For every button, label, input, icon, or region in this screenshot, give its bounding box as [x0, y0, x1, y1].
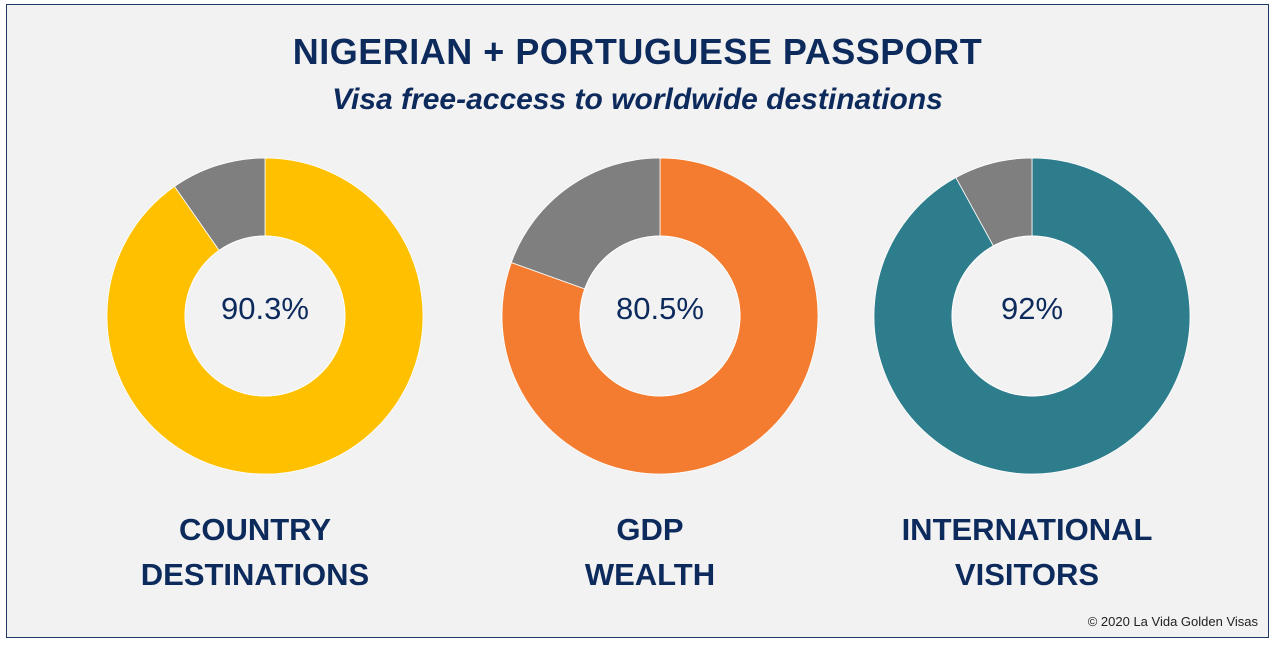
caption-gdp-wealth: GDP WEALTH	[470, 507, 830, 597]
donut-svg	[501, 157, 819, 475]
donut-center-label: 90.3%	[221, 291, 309, 326]
donut-hole	[579, 235, 741, 397]
caption-country-destinations: COUNTRY DESTINATIONS	[75, 507, 435, 597]
copyright-notice: © 2020 La Vida Golden Visas	[1087, 614, 1258, 629]
caption-line: DESTINATIONS	[140, 557, 370, 592]
donut-center-label: 80.5%	[616, 291, 704, 326]
caption-line: GDP	[616, 512, 684, 547]
donut-chart-country-destinations: 90.3%	[100, 151, 430, 481]
donut-svg	[106, 157, 424, 475]
donut-hole	[951, 235, 1113, 397]
caption-international-visitors: INTERNATIONAL VISITORS	[847, 507, 1207, 597]
donut-center-label: 92%	[1000, 291, 1064, 326]
caption-line: COUNTRY	[178, 512, 332, 547]
chart-title: NIGERIAN + PORTUGUESE PASSPORT	[292, 31, 983, 72]
caption-line: INTERNATIONAL	[901, 512, 1153, 547]
donut-chart-gdp-wealth: 80.5%	[495, 151, 825, 481]
donut-hole	[184, 235, 346, 397]
caption-line: VISITORS	[954, 557, 1100, 592]
chart-frame: NIGERIAN + PORTUGUESE PASSPORT Visa free…	[6, 4, 1269, 638]
donut-svg	[873, 157, 1191, 475]
caption-line: WEALTH	[584, 557, 716, 592]
donut-chart-international-visitors: 92%	[867, 151, 1197, 481]
chart-subtitle: Visa free-access to worldwide destinatio…	[332, 83, 943, 116]
